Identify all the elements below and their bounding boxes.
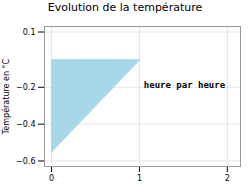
svg-text:heure par heure: heure par heure: [144, 80, 226, 90]
svg-text:−0.6: −0.6: [16, 157, 35, 166]
svg-text:0: 0: [49, 174, 54, 183]
svg-text:2: 2: [225, 174, 230, 183]
svg-text:1: 1: [137, 174, 142, 183]
svg-text:0.1: 0.1: [23, 28, 36, 37]
html-text:Evolution de la température: Evolution de la température: [47, 1, 203, 14]
svg-text:−0.2: −0.2: [16, 83, 35, 92]
svg-text:−0.4: −0.4: [16, 120, 35, 129]
svg-text:Température en °C: Température en °C: [1, 58, 11, 135]
